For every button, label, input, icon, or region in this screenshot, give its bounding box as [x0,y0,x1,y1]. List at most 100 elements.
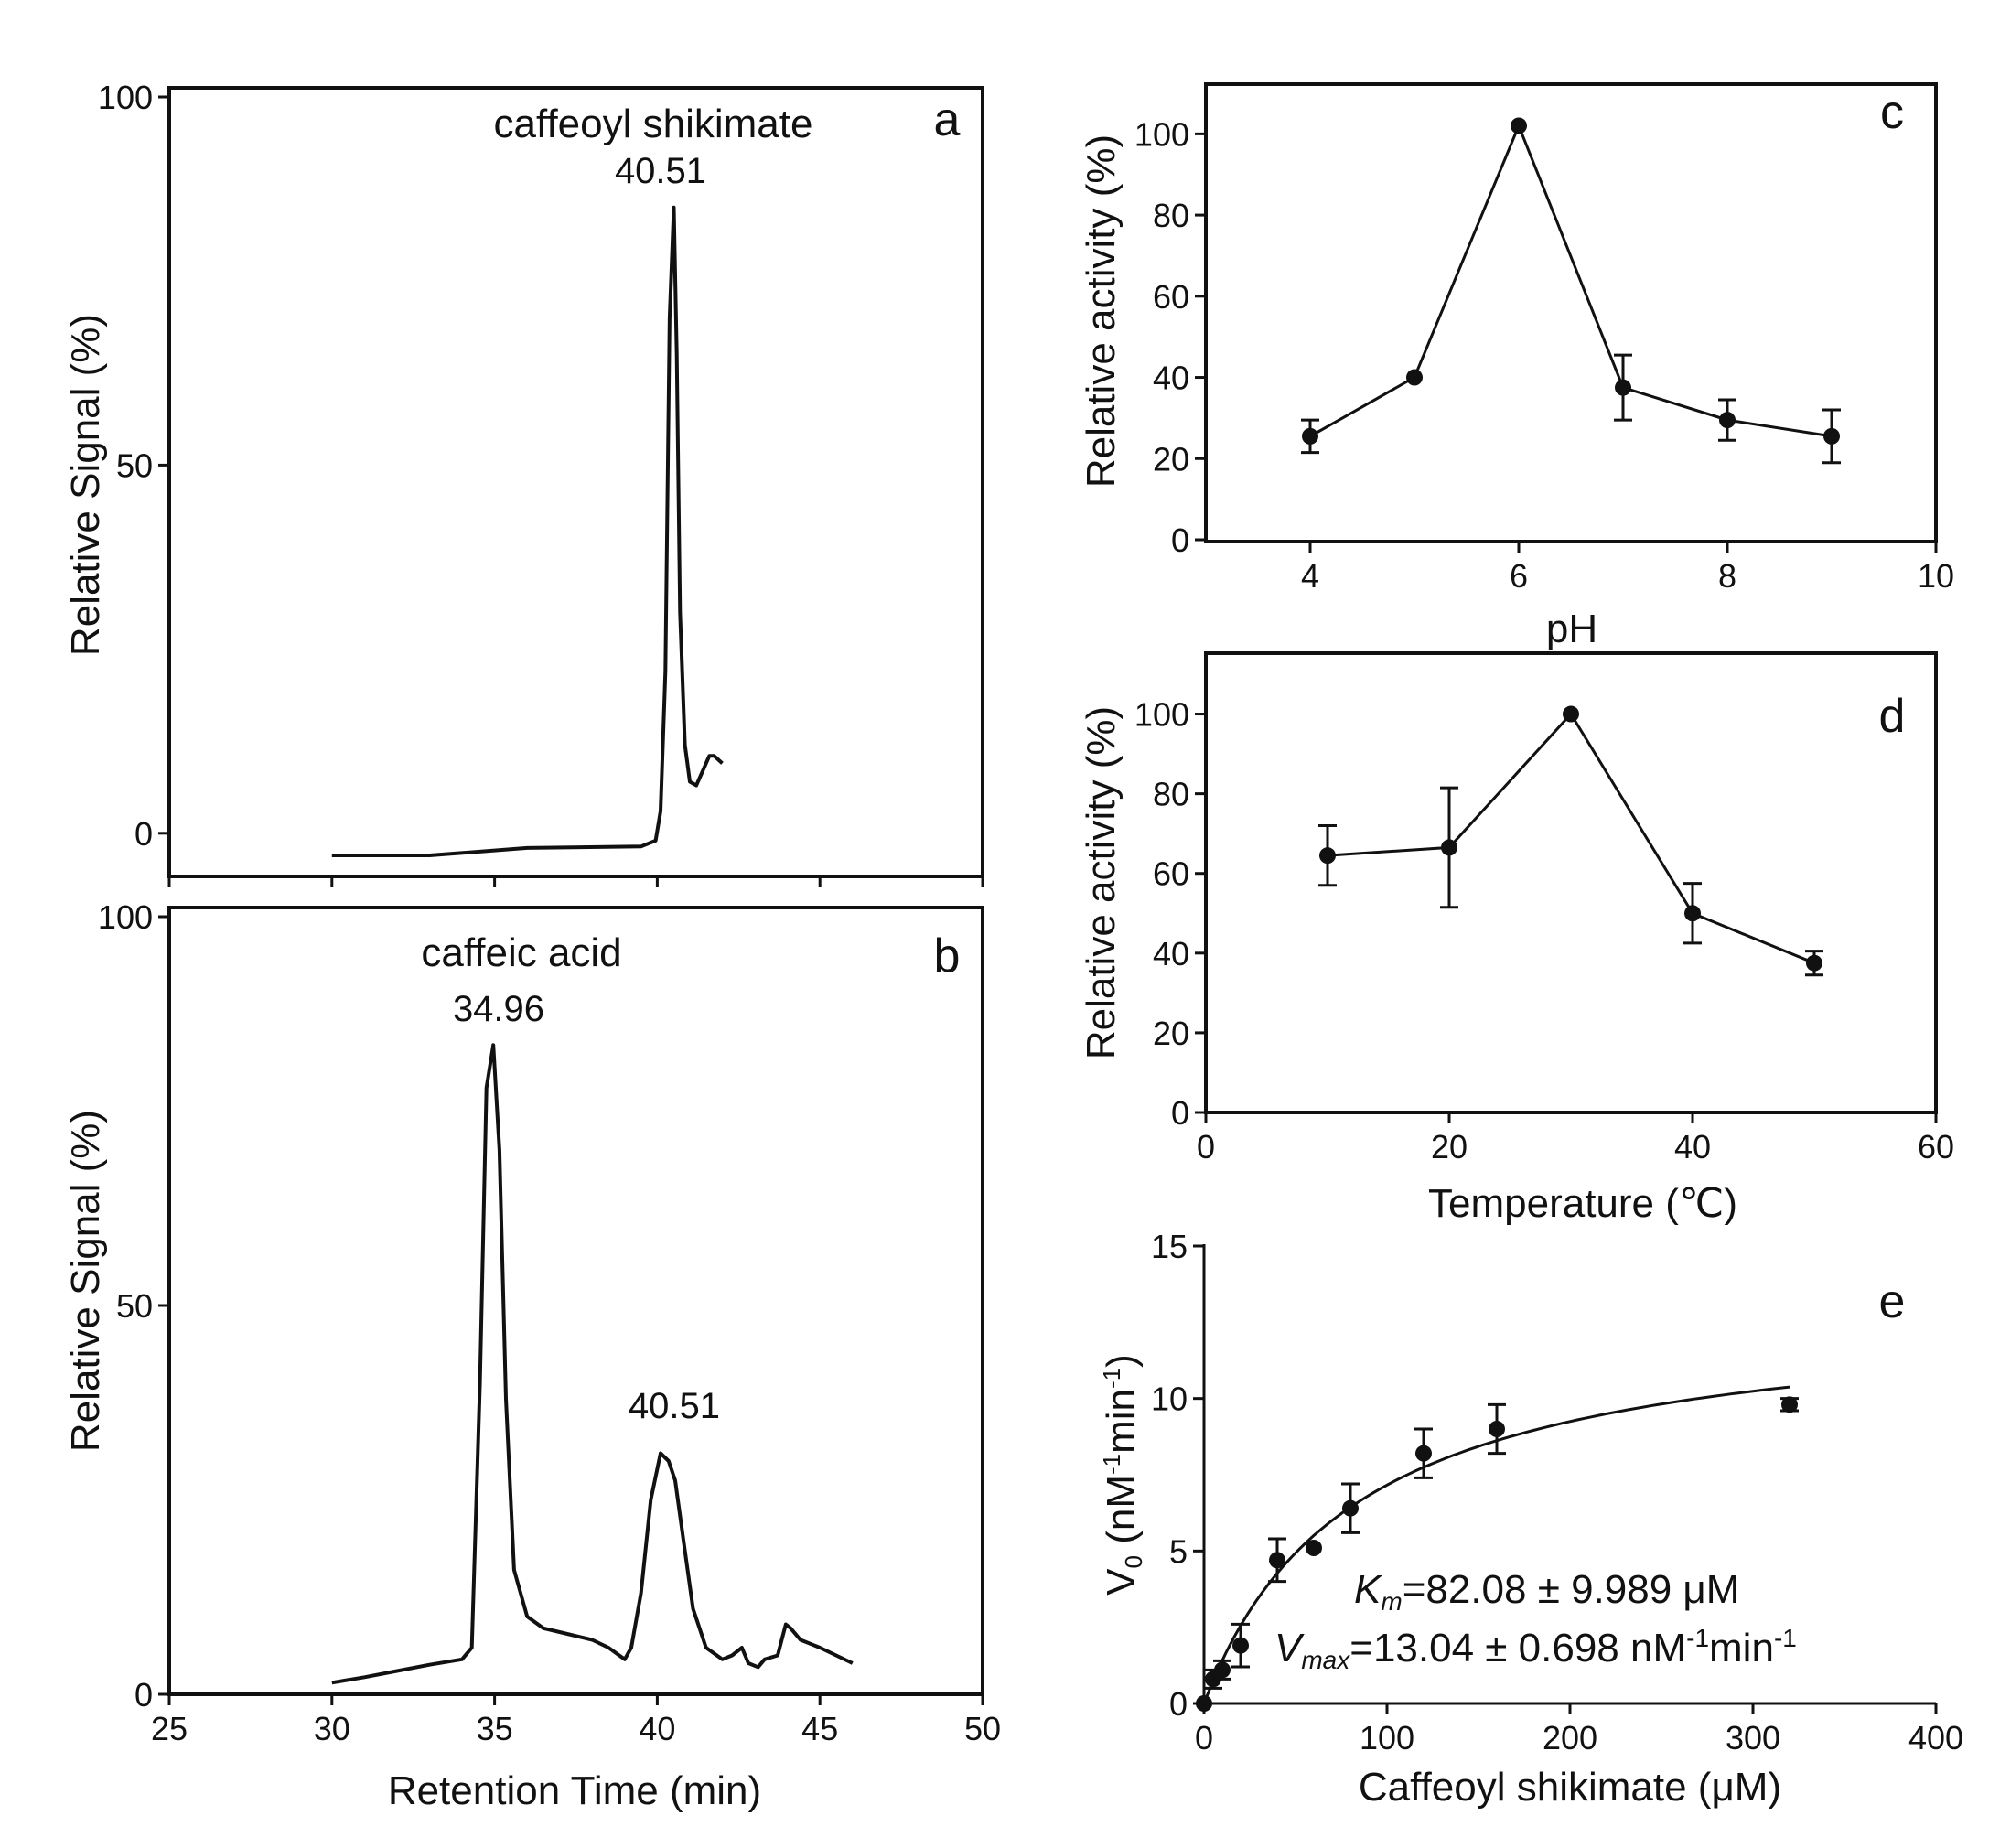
panel-e-ytick-label: 15 [1151,1228,1188,1265]
panel-d-plot [1318,705,1823,977]
panel-e-xtick-label: 100 [1360,1719,1414,1757]
panel-d-data-point [1319,847,1336,865]
panel-c-series-line [1309,122,1833,438]
panel-c-label: c [1880,86,1904,139]
panel-e-ylabel-sup1: -1 [1098,1454,1125,1475]
panel-b-xtick-label: 35 [477,1710,513,1747]
panel-e-vmax-symbol: V [1274,1626,1305,1671]
panel-c-ytick-label: 100 [1134,115,1189,153]
panel-d-ytick-label: 60 [1153,855,1189,893]
panel-b-xtick-label: 50 [964,1710,1001,1747]
panel-d-data-point [1563,705,1579,723]
panel-e-ytick-label: 0 [1169,1685,1188,1723]
panel-a-peak-compound-label: caffeoyl shikimate [494,102,813,146]
panel-e: e V0 (nM-1min-1) Caffeoyl shikimate (μM)… [1098,1228,1963,1810]
panel-e-data-point [1214,1661,1231,1679]
panel-e-vmax-unit: min [1709,1626,1774,1671]
panel-e-data-point [1342,1499,1359,1517]
panel-d-xtick-label: 40 [1674,1128,1711,1166]
panel-e-km-symbol: K [1354,1567,1382,1612]
panel-e-vmax-sup1: -1 [1686,1624,1709,1652]
panel-b-label: b [934,929,961,983]
panel-e-xtick-label: 200 [1543,1719,1597,1757]
panel-e-ylabel-unit-mid: min [1099,1389,1144,1454]
panel-e-km-value: =82.08 ± 9.989 μM [1403,1567,1740,1612]
panel-e-ylabel-unit-open: (nM [1099,1475,1144,1555]
panel-a-ticks: 0 50 100 [98,79,984,887]
panel-b-ticks: 25 30 35 40 45 50 0 50 100 [98,898,1001,1747]
panel-a-ytick-label: 0 [134,815,153,853]
panel-e-ylabel-main: V [1099,1568,1144,1596]
panel-b-xtick-label: 45 [801,1710,838,1747]
panel-a: a Relative Signal (%) 0 50 100 caffeoyl sh… [63,79,984,887]
panel-b-xlabel: Retention Time (min) [388,1768,761,1813]
panel-b-xtick-label: 40 [639,1710,675,1747]
panel-e-plot [1196,1385,1799,1712]
panel-d-data-point [1441,839,1457,856]
panel-c-data-point [1823,427,1840,445]
panel-d-ytick-label: 0 [1171,1094,1189,1132]
panel-a-ytick-label: 100 [98,79,153,116]
panel-e-ytick-label: 10 [1151,1381,1188,1418]
panel-a-ylabel: Relative Signal (%) [63,314,108,656]
panel-b-ytick-label: 50 [116,1287,153,1325]
panel-c-ytick-label: 20 [1153,440,1189,478]
panel-b-xtick-label: 25 [151,1710,188,1747]
panel-a-peak-time-label: 40.51 [615,151,706,191]
panel-e-data-point [1415,1445,1432,1462]
panel-a-label: a [934,93,961,146]
panel-d-ticks: 0 20 40 60 0 20 40 60 80 100 [1134,696,1954,1166]
panel-d-data-point [1806,954,1822,972]
panel-c: c Relative activity (%) pH 4 6 8 1002040608… [1079,82,1954,651]
panel-b-ytick-label: 0 [134,1676,153,1714]
panel-b-xtick-label: 30 [314,1710,350,1747]
panel-c-xtick-label: 10 [1918,557,1954,595]
panel-e-xtick-label: 300 [1726,1719,1780,1757]
panel-e-vmax-sub: max [1301,1646,1350,1674]
panel-c-plot [1301,117,1841,465]
panel-b-frame [167,906,984,1696]
panel-b-ylabel: Relative Signal (%) [63,1110,108,1452]
panel-c-xtick-label: 4 [1301,557,1319,595]
panel-c-ytick-label: 60 [1153,278,1189,316]
panel-e-xtick-label: 400 [1908,1719,1963,1757]
panel-a-frame [167,86,984,878]
panel-d-ytick-label: 20 [1153,1015,1189,1052]
panel-c-xtick-label: 8 [1718,557,1736,595]
panel-d-xtick-label: 60 [1918,1128,1954,1166]
panel-b-peak-compound-label: caffeic acid [421,930,621,975]
panel-e-km-annotation: Km=82.08 ± 9.989 μM [1354,1567,1739,1616]
panel-e-ylabel-unit-close: ) [1099,1354,1144,1368]
panel-e-ticks: 0 100 200 300 400 0 5 10 15 [1151,1228,1963,1757]
panel-d-data-point [1684,905,1701,922]
panel-b: b Relative Signal (%) Retention Time (mi… [63,898,1001,1813]
panel-e-vmax-sup2: -1 [1774,1624,1797,1652]
panel-c-data-point [1302,427,1318,445]
panel-c-ytick-label: 40 [1153,360,1189,397]
panel-d-ytick-label: 80 [1153,776,1189,813]
panel-e-data-point [1306,1540,1322,1556]
panel-e-data-point [1232,1637,1249,1654]
panel-c-frame [1204,82,1938,543]
panel-e-ytick-label: 5 [1169,1532,1188,1570]
panel-b-peak1-time-label: 34.96 [453,989,544,1029]
panel-e-xtick-label: 0 [1195,1719,1213,1757]
panel-e-xlabel: Caffeoyl shikimate (μM) [1359,1765,1781,1810]
panel-d: d Relative activity (%) Temperature (℃) … [1079,651,1954,1226]
panel-e-data-point [1781,1396,1798,1413]
panel-c-data-point [1719,412,1736,429]
panel-e-ylabel: V0 (nM-1min-1) [1098,1354,1147,1596]
panel-d-xlabel: Temperature (℃) [1428,1181,1737,1226]
panel-c-data-point [1406,369,1423,386]
panel-e-label: e [1879,1275,1906,1328]
panel-d-ylabel: Relative activity (%) [1079,706,1124,1059]
panel-d-xtick-label: 20 [1431,1128,1468,1166]
panel-c-ytick-label: 0 [1171,521,1189,559]
panel-e-data-point [1489,1421,1505,1437]
panel-c-xtick-label: 6 [1510,557,1528,595]
panel-c-data-point [1511,117,1527,134]
panel-d-ytick-label: 40 [1153,935,1189,972]
panel-a-ytick-label: 50 [116,446,153,484]
